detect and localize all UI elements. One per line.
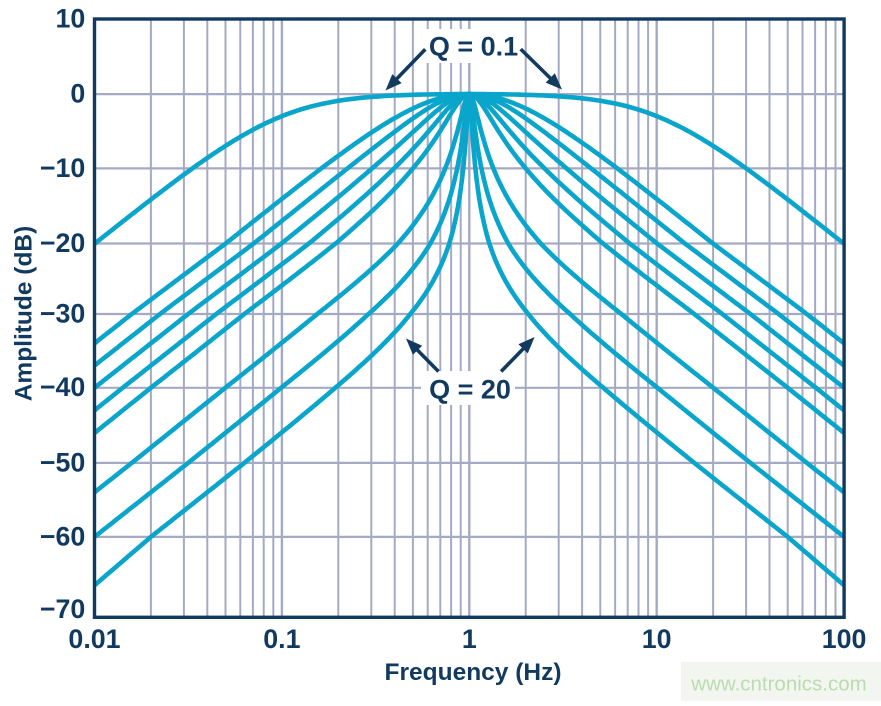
svg-text:0.01: 0.01 <box>68 624 120 654</box>
svg-text:Amplitude (dB): Amplitude (dB) <box>11 226 38 402</box>
svg-text:−70: −70 <box>40 594 85 624</box>
svg-text:−10: −10 <box>40 153 85 183</box>
svg-text:10: 10 <box>642 624 672 654</box>
svg-text:1: 1 <box>462 624 477 654</box>
svg-text:100: 100 <box>822 624 867 654</box>
svg-text:Q = 0.1: Q = 0.1 <box>429 32 518 62</box>
svg-text:−20: −20 <box>40 228 85 258</box>
svg-text:0: 0 <box>70 79 85 109</box>
svg-text:10: 10 <box>55 3 85 33</box>
svg-text:Q = 20: Q = 20 <box>429 375 511 405</box>
svg-text:Frequency (Hz): Frequency (Hz) <box>385 659 562 686</box>
svg-text:−60: −60 <box>40 521 85 551</box>
svg-text:0.1: 0.1 <box>263 624 300 654</box>
svg-text:−40: −40 <box>40 372 85 402</box>
svg-text:www.cntronics.com: www.cntronics.com <box>690 673 866 696</box>
svg-text:−50: −50 <box>40 447 85 477</box>
svg-text:−30: −30 <box>40 298 85 328</box>
